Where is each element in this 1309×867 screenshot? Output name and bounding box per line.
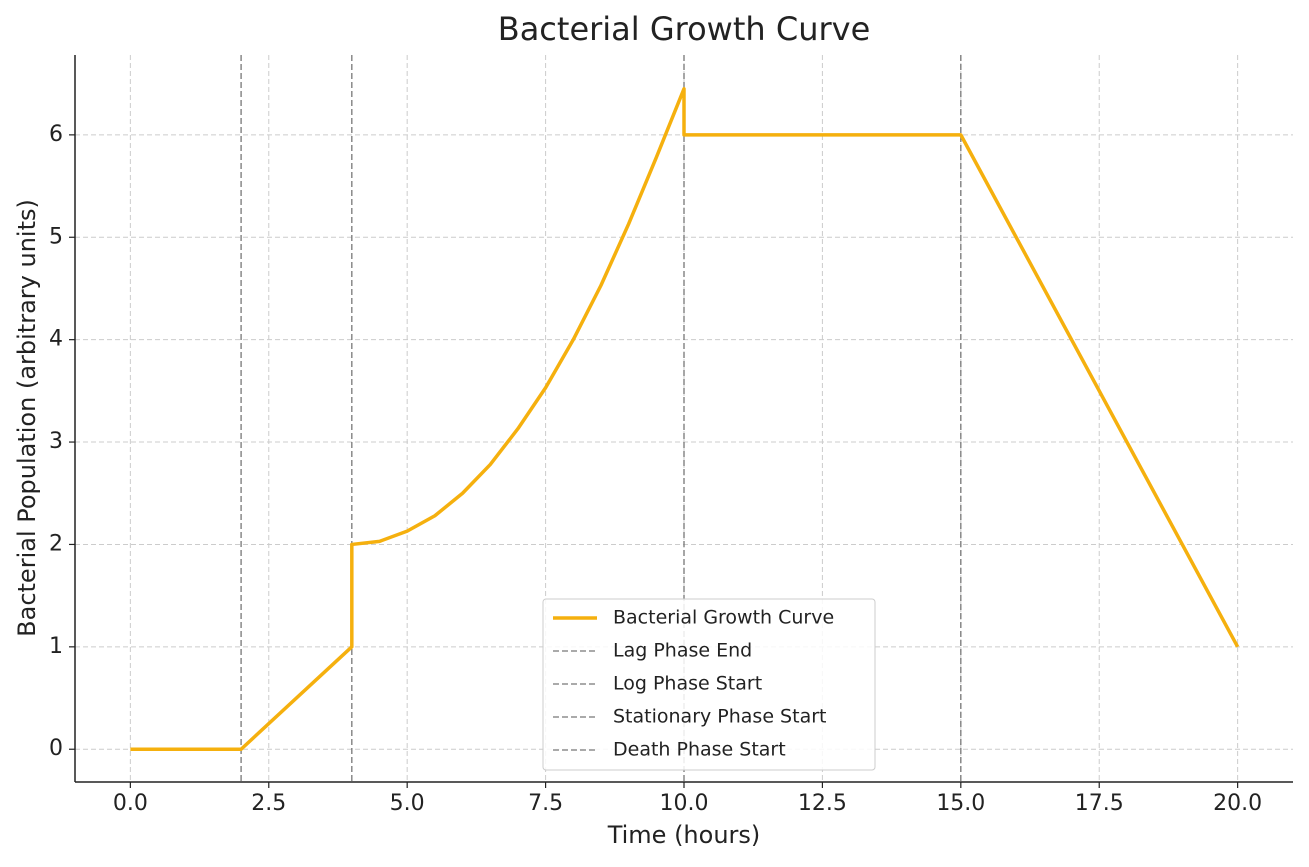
x-tick-label: 7.5 bbox=[528, 791, 563, 816]
x-tick-label: 15.0 bbox=[936, 791, 985, 816]
y-tick-label: 4 bbox=[49, 327, 63, 352]
legend-box bbox=[542, 598, 876, 771]
y-tick-label: 1 bbox=[49, 634, 63, 659]
x-tick-label: 10.0 bbox=[660, 791, 709, 816]
chart-title: Bacterial Growth Curve bbox=[498, 10, 871, 48]
legend-label: Log Phase Start bbox=[613, 673, 762, 695]
legend-label: Bacterial Growth Curve bbox=[613, 607, 834, 629]
legend-label: Lag Phase End bbox=[613, 640, 752, 662]
y-tick-label: 3 bbox=[49, 429, 63, 454]
legend-label: Death Phase Start bbox=[613, 739, 786, 761]
legend-label: Stationary Phase Start bbox=[613, 706, 826, 728]
x-tick-label: 12.5 bbox=[798, 791, 847, 816]
y-tick-label: 0 bbox=[49, 736, 63, 761]
growth-line bbox=[130, 87, 1240, 751]
x-tick-label: 20.0 bbox=[1213, 791, 1262, 816]
y-tick-label: 2 bbox=[49, 531, 63, 556]
x-tick-label: 2.5 bbox=[251, 791, 286, 816]
y-axis-label: Bacterial Population (arbitrary units) bbox=[13, 199, 41, 637]
y-tick-label: 5 bbox=[49, 224, 63, 249]
x-tick-label: 5.0 bbox=[390, 791, 425, 816]
x-tick-label: 17.5 bbox=[1075, 791, 1124, 816]
x-axis-label: Time (hours) bbox=[607, 821, 761, 849]
y-tick-label: 6 bbox=[49, 122, 63, 147]
x-tick-label: 0.0 bbox=[113, 791, 148, 816]
